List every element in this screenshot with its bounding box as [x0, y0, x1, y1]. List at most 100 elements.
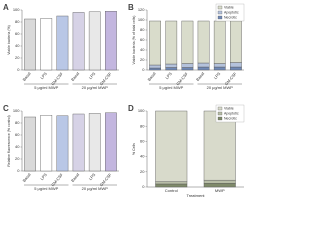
- x-axis-label: Treatment: [186, 193, 205, 198]
- legend-swatch: [217, 111, 223, 116]
- bar-segment: [149, 67, 161, 71]
- group-label: 20 μg/ml MWP: [82, 85, 109, 90]
- y-axis-label: Relative fluorescence (% control): [7, 115, 11, 166]
- y-tick-label: 100: [138, 108, 145, 113]
- bar-segment: [155, 183, 188, 188]
- bar-segment: [155, 110, 188, 182]
- bar: [40, 114, 53, 172]
- y-tick-label: 40: [140, 47, 145, 52]
- bar: [24, 18, 36, 71]
- x-tick-label: MWP: [215, 188, 225, 193]
- x-tick-label: LPS: [39, 172, 48, 181]
- bar-segment: [213, 63, 226, 68]
- bar-segment: [203, 182, 236, 188]
- y-axis-label: % Cells: [132, 143, 136, 155]
- y-tick-label: 40: [15, 43, 20, 48]
- legend-swatch: [217, 5, 223, 10]
- panel-label: B: [128, 3, 134, 12]
- group-label: 20 μg/ml MWP: [207, 85, 234, 90]
- legend-label: Apoptotic: [224, 111, 239, 115]
- y-tick-label: 100: [138, 17, 145, 22]
- bar-segment: [213, 20, 226, 64]
- x-tick-label: Basal: [21, 172, 31, 183]
- bar-segment: [203, 110, 236, 181]
- group-label: 20 μg/ml MWP: [82, 186, 109, 191]
- bar-segment: [203, 179, 236, 184]
- group-label: 5 μg/ml MWP: [159, 85, 183, 90]
- panel-label: D: [128, 104, 134, 113]
- bar-segment: [181, 63, 194, 68]
- bar: [40, 18, 53, 71]
- bar: [105, 112, 117, 172]
- legend-swatch: [217, 116, 223, 121]
- x-tick-label: LPS: [88, 172, 97, 181]
- legend-label: Necrotic: [224, 116, 237, 120]
- legend-box: [215, 104, 245, 123]
- bar-segment: [197, 62, 210, 68]
- bar-segment: [165, 20, 178, 65]
- y-tick-label: 80: [140, 123, 145, 128]
- bar: [56, 15, 69, 71]
- x-tick-label: Basal: [70, 172, 80, 183]
- y-tick-label: 40: [140, 154, 145, 159]
- y-tick-label: 20: [140, 169, 145, 174]
- y-tick-label: 60: [140, 37, 145, 42]
- bar: [88, 113, 101, 172]
- bar-segment: [213, 66, 226, 71]
- legend-swatch: [217, 15, 223, 20]
- y-tick-label: 0: [142, 67, 145, 72]
- y-tick-label: 60: [15, 31, 20, 36]
- y-tick-label: 60: [140, 138, 145, 143]
- bar: [24, 116, 36, 172]
- bar-segment: [155, 181, 188, 185]
- bar-segment: [181, 20, 194, 64]
- x-tick-label: Basal: [21, 71, 31, 82]
- x-tick-label: Basal: [146, 71, 156, 82]
- legend-label: Necrotic: [224, 15, 237, 19]
- x-tick-label: LPS: [88, 71, 97, 80]
- legend-label: Apoptotic: [224, 10, 239, 14]
- bar: [88, 11, 101, 71]
- bar: [72, 12, 85, 71]
- y-tick-label: 100: [13, 108, 20, 113]
- y-tick-label: 0: [17, 67, 20, 72]
- legend-label: Viable: [224, 106, 234, 110]
- legend-swatch: [217, 10, 223, 15]
- bar-segment: [149, 20, 161, 66]
- y-tick-label: 80: [15, 120, 20, 125]
- legend-swatch: [217, 106, 223, 111]
- panel-label: A: [3, 3, 9, 12]
- x-tick-label: LPS: [39, 71, 48, 80]
- bar: [72, 113, 85, 172]
- y-tick-label: 20: [140, 57, 145, 62]
- bar-segment: [165, 67, 178, 71]
- legend-box: [215, 3, 245, 22]
- legend-label: Viable: [224, 5, 234, 9]
- x-tick-label: LPS: [213, 71, 222, 80]
- x-tick-label: Basal: [195, 71, 205, 82]
- y-tick-label: 80: [15, 19, 20, 24]
- x-tick-label: Control: [165, 188, 178, 193]
- bar-segment: [230, 62, 242, 68]
- panel-label: C: [3, 104, 9, 113]
- bar-segment: [197, 66, 210, 71]
- y-tick-label: 20: [15, 55, 20, 60]
- bar: [56, 115, 69, 172]
- y-axis-label: Viable bacteria (% of total cells): [132, 16, 136, 65]
- group-label: 5 μg/ml MWP: [34, 85, 58, 90]
- bar-segment: [149, 64, 161, 69]
- y-tick-label: 80: [140, 27, 145, 32]
- bar-segment: [230, 20, 242, 63]
- y-tick-label: 40: [15, 144, 20, 149]
- bar-segment: [181, 67, 194, 71]
- x-tick-label: LPS: [164, 71, 173, 80]
- y-tick-label: 0: [142, 184, 145, 189]
- y-tick-label: 120: [138, 7, 145, 12]
- figure: A Viable bacteria (%) 0 20 40 60 80 100 Basal LPS…: [3, 3, 245, 198]
- y-tick-label: 20: [15, 156, 20, 161]
- bar-segment: [165, 63, 178, 68]
- bar-segment: [230, 66, 242, 71]
- x-tick-label: Basal: [70, 71, 80, 82]
- y-tick-label: 0: [17, 168, 20, 173]
- bar-segment: [197, 20, 210, 64]
